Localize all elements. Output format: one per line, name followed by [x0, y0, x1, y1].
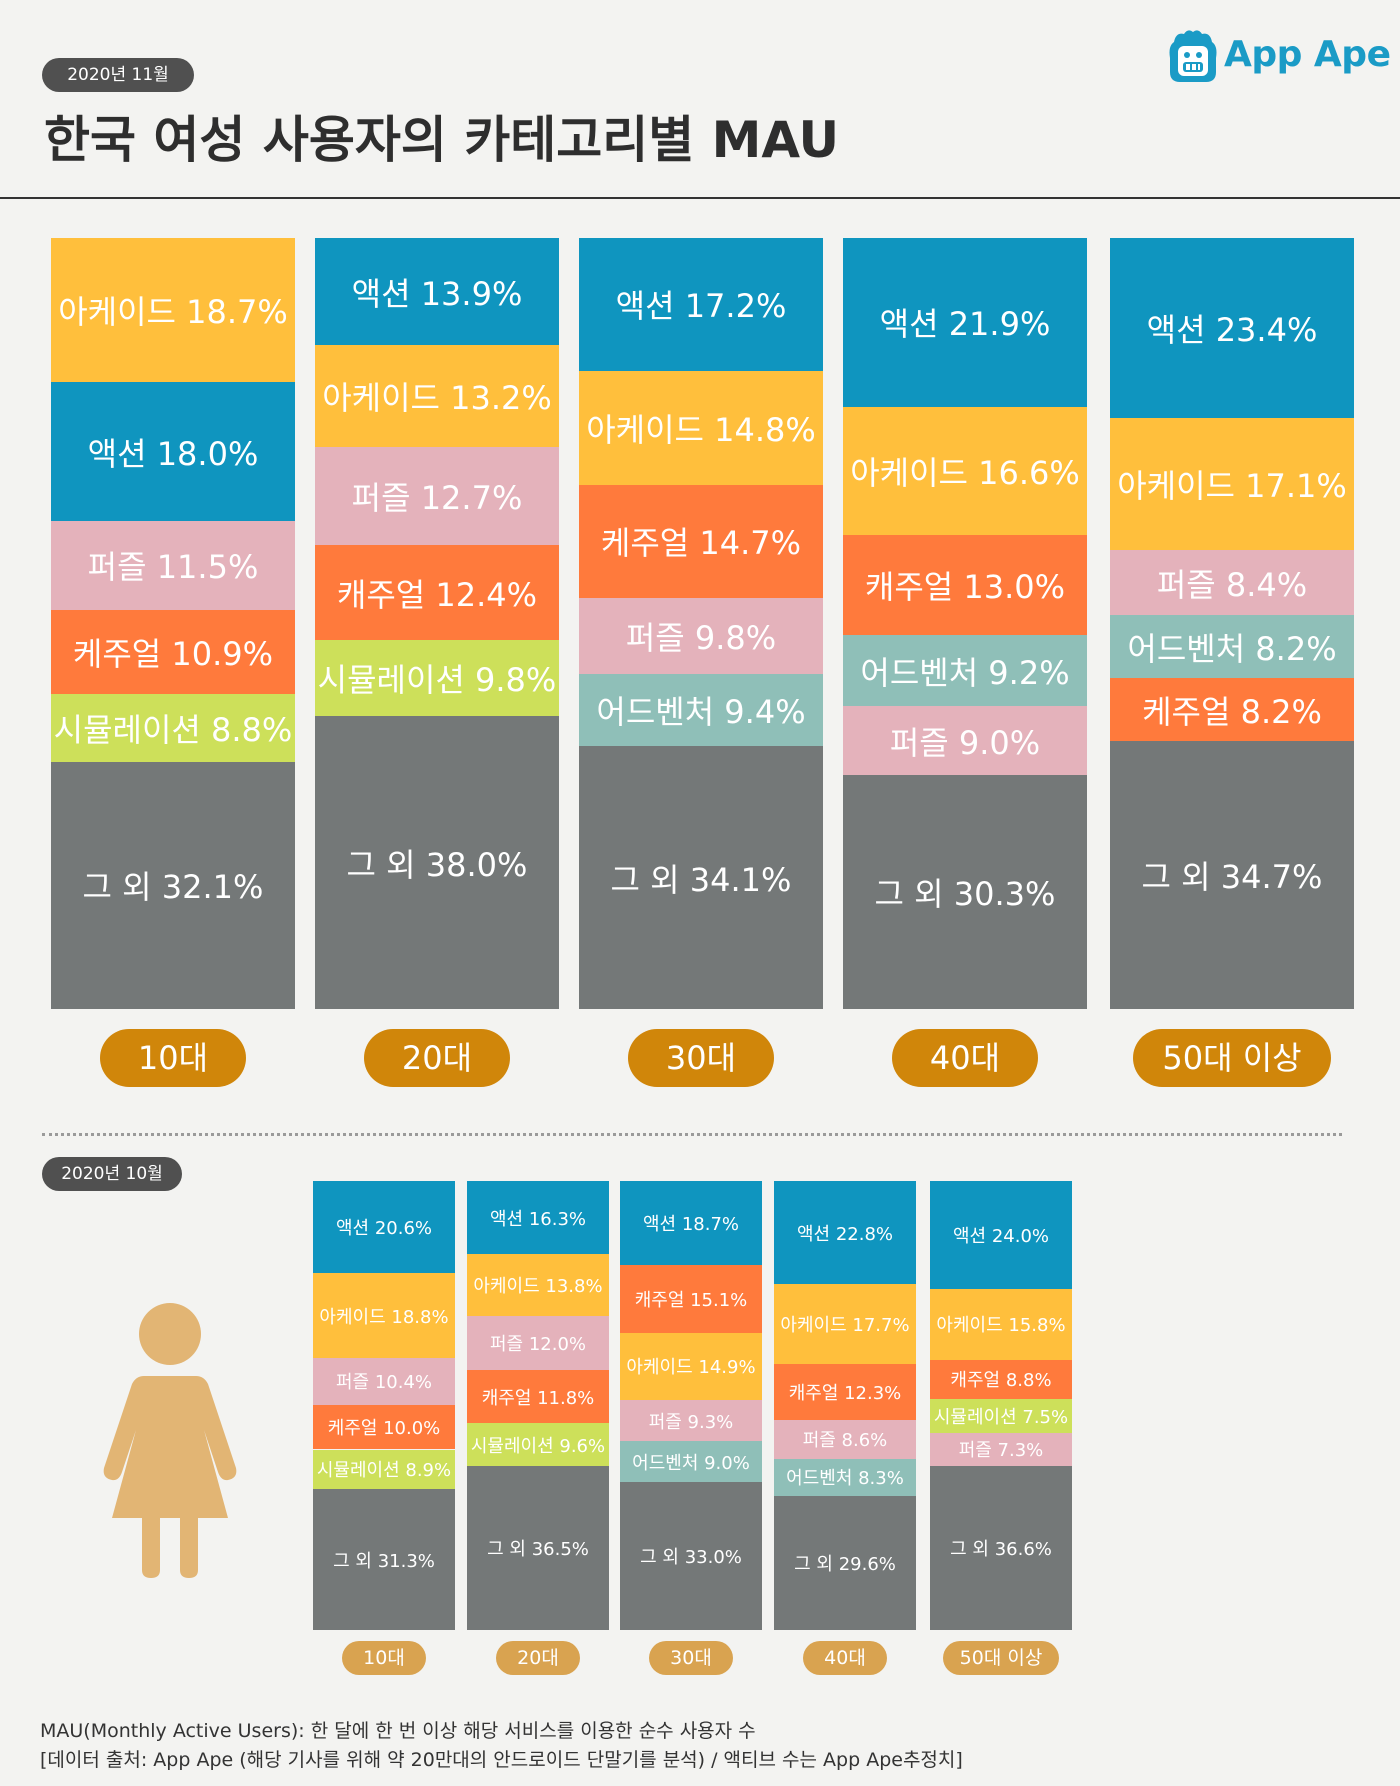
bar-segment: 캐주얼 12.3%	[774, 1364, 916, 1420]
bar-segment: 액션 22.8%	[774, 1181, 916, 1285]
app-ape-logo: App Ape	[1168, 28, 1391, 84]
bar-stack-3: 액션 18.7% 캐주얼 15.1% 아케이드 14.9% 퍼즐 9.3% 어드벤처 9…	[620, 1181, 762, 1630]
footer-mau-definition: MAU(Monthly Active Users): 한 달에 한 번 이상 해…	[40, 1720, 756, 1742]
bar-stack-3: 액션 17.2% 아케이드 14.8% 케주얼 14.7% 퍼즐 9.8% 어드벤처 9…	[579, 238, 823, 1009]
bar-segment: 퍼즐 12.7%	[315, 446, 559, 545]
bar-segment: 액션 16.3%	[467, 1181, 609, 1255]
bar-segment: 그 외 29.6%	[774, 1496, 916, 1630]
logo-wordmark: App Ape	[1224, 34, 1391, 75]
bar-segment: 시뮬레이션 9.8%	[315, 640, 559, 716]
bar-segment: 아케이드 17.7%	[774, 1284, 916, 1365]
bar-segment: 액션 24.0%	[930, 1181, 1072, 1289]
bar-segment: 퍼즐 9.0%	[843, 705, 1087, 776]
bar-segment: 아케이드 18.7%	[51, 238, 295, 383]
bar-segment: 액션 23.4%	[1110, 238, 1354, 419]
bar-segment: 퍼즐 8.4%	[1110, 550, 1354, 615]
bar-segment: 캐주얼 11.8%	[467, 1370, 609, 1423]
age-label-4: 40대	[803, 1641, 887, 1675]
bar-stack-1: 액션 20.6% 아케이드 18.8% 퍼즐 10.4% 케주얼 10.0% 시뮬레이션…	[313, 1181, 455, 1630]
bar-segment: 그 외 36.6%	[930, 1465, 1072, 1630]
bar-segment: 퍼즐 12.0%	[467, 1316, 609, 1371]
bar-segment: 시뮬레이션 8.9%	[313, 1449, 455, 1490]
bar-segment: 액션 21.9%	[843, 238, 1087, 407]
bar-segment: 그 외 33.0%	[620, 1481, 762, 1630]
bar-segment: 어드벤처 8.3%	[774, 1458, 916, 1497]
bar-stack-4: 액션 21.9% 아케이드 16.6% 캐주얼 13.0% 어드벤처 9.2% 퍼즐 9…	[843, 238, 1087, 1009]
bar-segment: 그 외 30.3%	[843, 775, 1087, 1009]
date-badge-october: 2020년 10월	[42, 1157, 182, 1191]
bar-segment: 퍼즐 7.3%	[930, 1432, 1072, 1466]
bar-segment: 아케이드 14.9%	[620, 1332, 762, 1400]
page-title: 한국 여성 사용자의 카테고리별 MAU	[44, 111, 840, 169]
bar-segment: 퍼즐 9.8%	[579, 598, 823, 674]
bar-segment: 그 외 34.7%	[1110, 741, 1354, 1009]
bar-segment: 그 외 38.0%	[315, 716, 559, 1009]
age-label-1: 10대	[342, 1641, 426, 1675]
footer-data-source: [데이터 출처: App Ape (해당 기사를 위해 약 20만대의 안드로이…	[40, 1749, 963, 1771]
bar-segment: 아케이드 18.8%	[313, 1273, 455, 1358]
bar-segment: 캐주얼 15.1%	[620, 1264, 762, 1333]
bar-segment: 어드벤처 9.0%	[620, 1441, 762, 1482]
bar-segment: 어드벤처 9.4%	[579, 673, 823, 747]
age-label-2: 20대	[496, 1641, 580, 1675]
bar-segment: 캐주얼 13.0%	[843, 534, 1087, 636]
ape-mascot-icon	[1169, 30, 1217, 82]
bar-stack-4: 액션 22.8% 아케이드 17.7% 캐주얼 12.3% 퍼즐 8.6% 어드벤처 8…	[774, 1181, 916, 1630]
bar-stack-5: 액션 23.4% 아케이드 17.1% 퍼즐 8.4% 어드벤처 8.2% 케주얼 8.…	[1110, 238, 1354, 1009]
age-label-5: 50대 이상	[1133, 1029, 1331, 1087]
age-label-1: 10대	[100, 1029, 246, 1087]
bar-segment: 그 외 34.1%	[579, 746, 823, 1009]
bar-segment: 그 외 31.3%	[313, 1489, 455, 1630]
bar-segment: 그 외 36.5%	[467, 1466, 609, 1630]
bar-segment: 케주얼 14.7%	[579, 484, 823, 599]
bar-segment: 액션 18.7%	[620, 1181, 762, 1265]
bar-segment: 아케이드 17.1%	[1110, 418, 1354, 551]
age-label-3: 30대	[649, 1641, 733, 1675]
bar-segment: 캐주얼 8.8%	[930, 1359, 1072, 1400]
bar-segment: 시뮬레이션 9.6%	[467, 1423, 609, 1467]
bar-segment: 액션 18.0%	[51, 382, 295, 521]
bar-segment: 어드벤처 9.2%	[843, 635, 1087, 706]
bar-segment: 아케이드 13.8%	[467, 1254, 609, 1317]
bar-segment: 아케이드 13.2%	[315, 345, 559, 447]
bar-segment: 액션 20.6%	[313, 1181, 455, 1274]
bar-stack-2: 액션 13.9% 아케이드 13.2% 퍼즐 12.7% 캐주얼 12.4% 시뮬레이션…	[315, 238, 559, 1009]
bar-segment: 아케이드 15.8%	[930, 1288, 1072, 1360]
bar-segment: 시뮬레이션 7.5%	[930, 1399, 1072, 1433]
section-divider	[42, 1133, 1342, 1136]
age-label-4: 40대	[892, 1029, 1038, 1087]
age-label-3: 30대	[628, 1029, 774, 1087]
bar-segment: 아케이드 16.6%	[843, 406, 1087, 535]
woman-icon	[103, 1303, 237, 1578]
bar-segment: 어드벤처 8.2%	[1110, 615, 1354, 679]
bar-segment: 퍼즐 11.5%	[51, 520, 295, 610]
bar-segment: 퍼즐 9.3%	[620, 1399, 762, 1442]
bar-stack-2: 액션 16.3% 아케이드 13.8% 퍼즐 12.0% 캐주얼 11.8% 시뮬레이션…	[467, 1181, 609, 1630]
bar-segment: 그 외 32.1%	[51, 761, 295, 1009]
bar-stack-5: 액션 24.0% 아케이드 15.8% 캐주얼 8.8% 시뮬레이션 7.5% 퍼즐 7…	[930, 1181, 1072, 1630]
bar-segment: 퍼즐 10.4%	[313, 1357, 455, 1405]
age-label-2: 20대	[364, 1029, 510, 1087]
bar-segment: 액션 13.9%	[315, 238, 559, 346]
date-badge-november: 2020년 11월	[42, 58, 194, 92]
bar-stack-1: 아케이드 18.7% 액션 18.0% 퍼즐 11.5% 케주얼 10.9% 시뮬레이션…	[51, 238, 295, 1009]
bar-segment: 캐주얼 12.4%	[315, 544, 559, 641]
bar-segment: 케주얼 10.9%	[51, 609, 295, 694]
bar-segment: 시뮬레이션 8.8%	[51, 693, 295, 762]
bar-segment: 액션 17.2%	[579, 238, 823, 371]
bar-segment: 케주얼 8.2%	[1110, 678, 1354, 742]
bar-segment: 아케이드 14.8%	[579, 370, 823, 485]
bar-segment: 퍼즐 8.6%	[774, 1419, 916, 1459]
age-label-5: 50대 이상	[943, 1641, 1059, 1675]
header-divider	[0, 197, 1400, 199]
bar-segment: 케주얼 10.0%	[313, 1404, 455, 1450]
